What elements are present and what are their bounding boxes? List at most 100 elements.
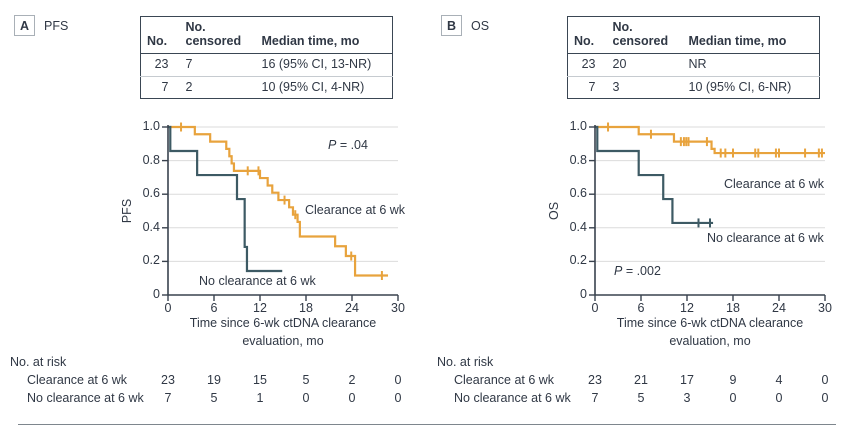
y-tick-label: 0.4 (142, 219, 160, 234)
cell-median: 16 (95% CI, 13-NR) (255, 53, 393, 77)
risk-count: 21 (634, 373, 648, 387)
x-tick-label: 0 (591, 301, 599, 315)
risk-count: 9 (729, 373, 737, 387)
x-tick-label: 24 (772, 301, 786, 315)
panel-os: B OS No. No. censored Median time, mo 23… (427, 0, 854, 435)
at-risk-values-row: 7 5 1 0 0 0 (0, 391, 427, 407)
panel-pfs: A PFS No. No. censored Median time, mo 2… (0, 15, 427, 407)
km-curve-clearance (168, 125, 389, 277)
panel-title: PFS (44, 18, 69, 33)
risk-count: 3 (683, 391, 691, 405)
risk-count: 5 (637, 391, 645, 405)
risk-count: 7 (164, 391, 172, 405)
x-tick-label: 12 (253, 301, 267, 315)
p-value-symbol: P (614, 264, 623, 278)
x-tick-label: 18 (726, 301, 740, 315)
km-curve-clearance (595, 125, 825, 155)
table-row: 23 7 16 (95% CI, 13-NR) (140, 53, 393, 77)
y-tick-label: 0.4 (569, 219, 587, 234)
cell-censored: 7 (179, 53, 256, 77)
cell-median: 10 (95% CI, 6-NR) (688, 79, 792, 94)
risk-count: 0 (394, 391, 402, 405)
at-risk-row-label-clearance: Clearance at 6 wk (27, 373, 128, 387)
cell-censored: 20 (606, 53, 683, 77)
x-axis-title-line1: Time since 6-wk ctDNA clearance (616, 316, 804, 330)
km-plot-pfs (162, 122, 399, 301)
table-row: 7 2 10 (95% CI, 4-NR) (141, 76, 393, 99)
risk-count: 15 (253, 373, 267, 387)
risk-count: 7 (591, 391, 599, 405)
x-tick-label: 24 (345, 301, 359, 315)
p-value: P = .04 (328, 138, 368, 152)
x-tick-label: 6 (637, 301, 645, 315)
risk-count: 0 (775, 391, 783, 405)
y-tick-label: 0.8 (569, 152, 587, 167)
x-tick-label: 30 (391, 301, 405, 315)
at-risk-row-label-no-clearance: No clearance at 6 wk (27, 391, 144, 405)
table-row: 7 3 10 (95% CI, 6-NR) (568, 76, 820, 99)
summary-table: No. No. censored Median time, mo 23 7 16… (140, 16, 393, 100)
col-header-median-time: Median time, mo (682, 16, 820, 54)
risk-count: 19 (207, 373, 221, 387)
panel-letter: B (441, 15, 462, 36)
risk-count: 0 (729, 391, 737, 405)
risk-count: 0 (821, 391, 829, 405)
km-curve-no-clearance (595, 125, 714, 225)
col-header-median-time: Median time, mo (255, 16, 393, 54)
risk-count: 23 (161, 373, 175, 387)
cell-no: 7 (161, 79, 169, 94)
y-tick-label: 1.0 (569, 119, 587, 133)
series-label-no-clearance: No clearance at 6 wk (199, 274, 316, 288)
table-row: 23 20 NR (567, 53, 820, 77)
y-tick-label: 0.8 (142, 152, 160, 167)
risk-count: 0 (821, 373, 829, 387)
cell-censored: 3 (612, 79, 620, 94)
series-label-no-clearance: No clearance at 6 wk (707, 231, 824, 245)
cell-median: NR (682, 53, 820, 77)
x-tick-label: 6 (210, 301, 218, 315)
series-label-clearance: Clearance at 6 wk (724, 177, 825, 191)
col-header-no-censored: No. censored (179, 16, 256, 54)
risk-count: 4 (775, 373, 783, 387)
y-tick-label: 0.2 (569, 253, 587, 268)
y-axis-title: OS (547, 201, 561, 221)
figure-bottom-rule (18, 424, 836, 425)
cell-no: 7 (588, 79, 596, 94)
cell-no: 23 (567, 53, 607, 77)
at-risk-row-label-no-clearance: No clearance at 6 wk (454, 391, 571, 405)
y-tick-label: 0.6 (569, 186, 587, 201)
risk-count: 5 (210, 391, 218, 405)
x-axis-title-line2: evaluation, mo (669, 334, 751, 348)
panel-title: OS (471, 18, 490, 33)
km-curve-no-clearance (168, 125, 283, 273)
panel-header: B OS (441, 15, 489, 36)
summary-table: No. No. censored Median time, mo 23 20 N… (567, 16, 820, 100)
at-risk-title: No. at risk (10, 355, 67, 369)
p-value-number: = .002 (622, 264, 661, 278)
x-tick-label: 12 (680, 301, 694, 315)
at-risk-row-label-clearance: Clearance at 6 wk (454, 373, 555, 387)
x-tick-label: 18 (299, 301, 313, 315)
risk-count: 1 (256, 391, 264, 405)
at-risk-values-row: 23 19 15 5 2 0 (0, 373, 427, 389)
at-risk-title: No. at risk (437, 355, 494, 369)
cell-no: 23 (140, 53, 180, 77)
risk-count: 0 (394, 373, 402, 387)
col-header-no: No. (567, 16, 607, 54)
y-tick-label: 0.2 (142, 253, 160, 268)
y-tick-label: 0 (580, 287, 587, 301)
x-tick-label: 0 (164, 301, 172, 315)
series-label-clearance: Clearance at 6 wk (305, 203, 406, 217)
risk-count: 0 (348, 391, 356, 405)
y-tick-label: 1.0 (142, 119, 160, 133)
col-header-no: No. (140, 16, 180, 54)
panel-header: A PFS (14, 15, 68, 36)
risk-count: 2 (348, 373, 356, 387)
y-tick-label: 0.6 (142, 186, 160, 201)
x-axis-title-line1: Time since 6-wk ctDNA clearance (189, 316, 377, 330)
p-value-symbol: P (328, 138, 337, 152)
at-risk-values-row: 23 21 17 9 4 0 (427, 373, 854, 389)
km-plot-os (589, 122, 826, 301)
risk-count: 5 (302, 373, 310, 387)
